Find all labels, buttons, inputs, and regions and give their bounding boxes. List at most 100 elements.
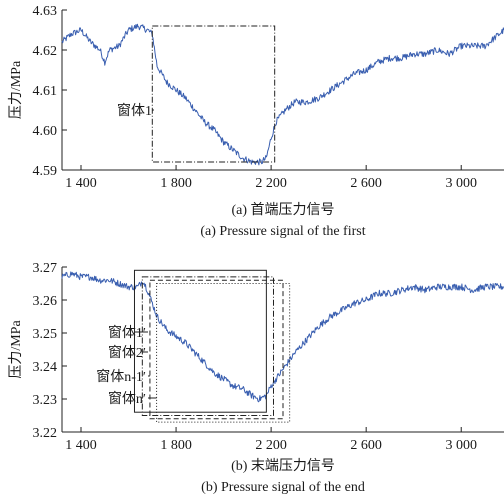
window-box xyxy=(151,25,276,163)
data-point xyxy=(232,385,233,386)
window-label: 窗体n-1′ xyxy=(96,368,146,385)
data-point xyxy=(389,57,390,58)
data-point xyxy=(185,342,186,343)
y-axis-label: 压力/MPa xyxy=(8,320,24,379)
data-point xyxy=(425,290,426,291)
data-point xyxy=(71,273,72,274)
y-tick-label: 4.59 xyxy=(33,164,58,179)
data-point xyxy=(425,53,426,54)
chart-panel-a: 4.59 4.60 4.61 4.62 4.63 1 400 1 800 2 200 2 600… xyxy=(8,4,504,239)
data-point xyxy=(204,121,205,122)
caption-cn: (a) 首端压力信号 xyxy=(231,202,334,218)
data-point xyxy=(278,375,279,376)
y-tick-label: 4.61 xyxy=(33,84,58,99)
data-point xyxy=(152,303,153,304)
window-box xyxy=(133,269,267,413)
caption-en: (b) Pressure signal of the end xyxy=(201,480,365,495)
data-point xyxy=(61,276,62,277)
data-point xyxy=(342,81,343,82)
data-point xyxy=(413,286,414,287)
data-point xyxy=(389,293,390,294)
data-point xyxy=(294,101,295,102)
data-point xyxy=(285,365,286,366)
window-label: 窗体2′ xyxy=(108,344,146,361)
data-point xyxy=(99,49,100,50)
data-point xyxy=(330,316,331,317)
data-point xyxy=(156,65,157,66)
data-point xyxy=(494,37,495,38)
y-tick-label: 4.60 xyxy=(33,124,58,139)
data-point xyxy=(90,41,91,42)
data-point xyxy=(194,352,195,353)
data-point xyxy=(80,276,81,277)
caption-en: (a) Pressure signal of the first xyxy=(200,224,365,239)
data-point xyxy=(175,336,176,337)
data-point xyxy=(61,41,62,42)
data-point xyxy=(166,329,167,330)
data-point xyxy=(128,286,129,287)
data-point xyxy=(401,290,402,291)
data-point xyxy=(285,109,286,110)
data-point xyxy=(128,29,129,30)
data-point xyxy=(242,157,243,158)
data-point xyxy=(259,398,260,399)
data-point xyxy=(342,309,343,310)
y-tick-label: 3.24 xyxy=(33,360,58,375)
data-point xyxy=(232,149,233,150)
data-point xyxy=(449,53,450,54)
data-point xyxy=(147,290,148,291)
window-box xyxy=(149,279,284,420)
data-point xyxy=(484,286,485,287)
caption-cn: (b) 末端压力信号 xyxy=(231,458,335,474)
window-box xyxy=(156,283,291,423)
data-point xyxy=(80,29,81,30)
data-point xyxy=(306,339,307,340)
data-point xyxy=(354,303,355,304)
y-tick-label: 3.27 xyxy=(33,261,58,276)
data-point xyxy=(223,141,224,142)
window-box xyxy=(141,276,274,416)
data-point xyxy=(437,286,438,287)
data-point xyxy=(194,109,195,110)
data-point xyxy=(109,49,110,50)
data-point xyxy=(213,129,214,130)
x-tick-label: 1 800 xyxy=(160,438,192,453)
data-point xyxy=(461,286,462,287)
data-point xyxy=(366,299,367,300)
data-point xyxy=(473,45,474,46)
data-point xyxy=(484,45,485,46)
data-point xyxy=(437,49,438,50)
x-tick-label: 2 600 xyxy=(350,176,382,191)
data-point xyxy=(271,385,272,386)
data-point xyxy=(275,121,276,122)
data-point xyxy=(271,137,272,138)
series-line xyxy=(61,23,504,166)
data-point xyxy=(401,57,402,58)
data-point xyxy=(494,286,495,287)
data-point xyxy=(318,97,319,98)
data-point xyxy=(213,372,214,373)
y-tick-label: 3.22 xyxy=(33,426,58,441)
y-tick-label: 3.26 xyxy=(33,294,58,309)
x-tick-label: 1 400 xyxy=(65,438,97,453)
data-point xyxy=(99,280,100,281)
x-tick-label: 1 400 xyxy=(65,176,97,191)
data-point xyxy=(175,89,176,90)
data-point xyxy=(330,89,331,90)
x-tick-label: 1 800 xyxy=(160,176,192,191)
y-tick-label: 3.25 xyxy=(33,327,58,342)
data-point xyxy=(318,326,319,327)
y-axis-label: 压力/MPa xyxy=(8,60,24,119)
x-tick-label: 2 600 xyxy=(350,438,382,453)
data-point xyxy=(266,157,267,158)
data-point xyxy=(118,283,119,284)
y-tick-label: 3.23 xyxy=(33,393,58,408)
x-tick-label: 3 000 xyxy=(445,176,477,191)
data-point xyxy=(413,53,414,54)
data-point xyxy=(223,379,224,380)
data-point xyxy=(306,101,307,102)
x-tick-label: 3 000 xyxy=(445,438,477,453)
data-point xyxy=(166,81,167,82)
data-point xyxy=(449,286,450,287)
